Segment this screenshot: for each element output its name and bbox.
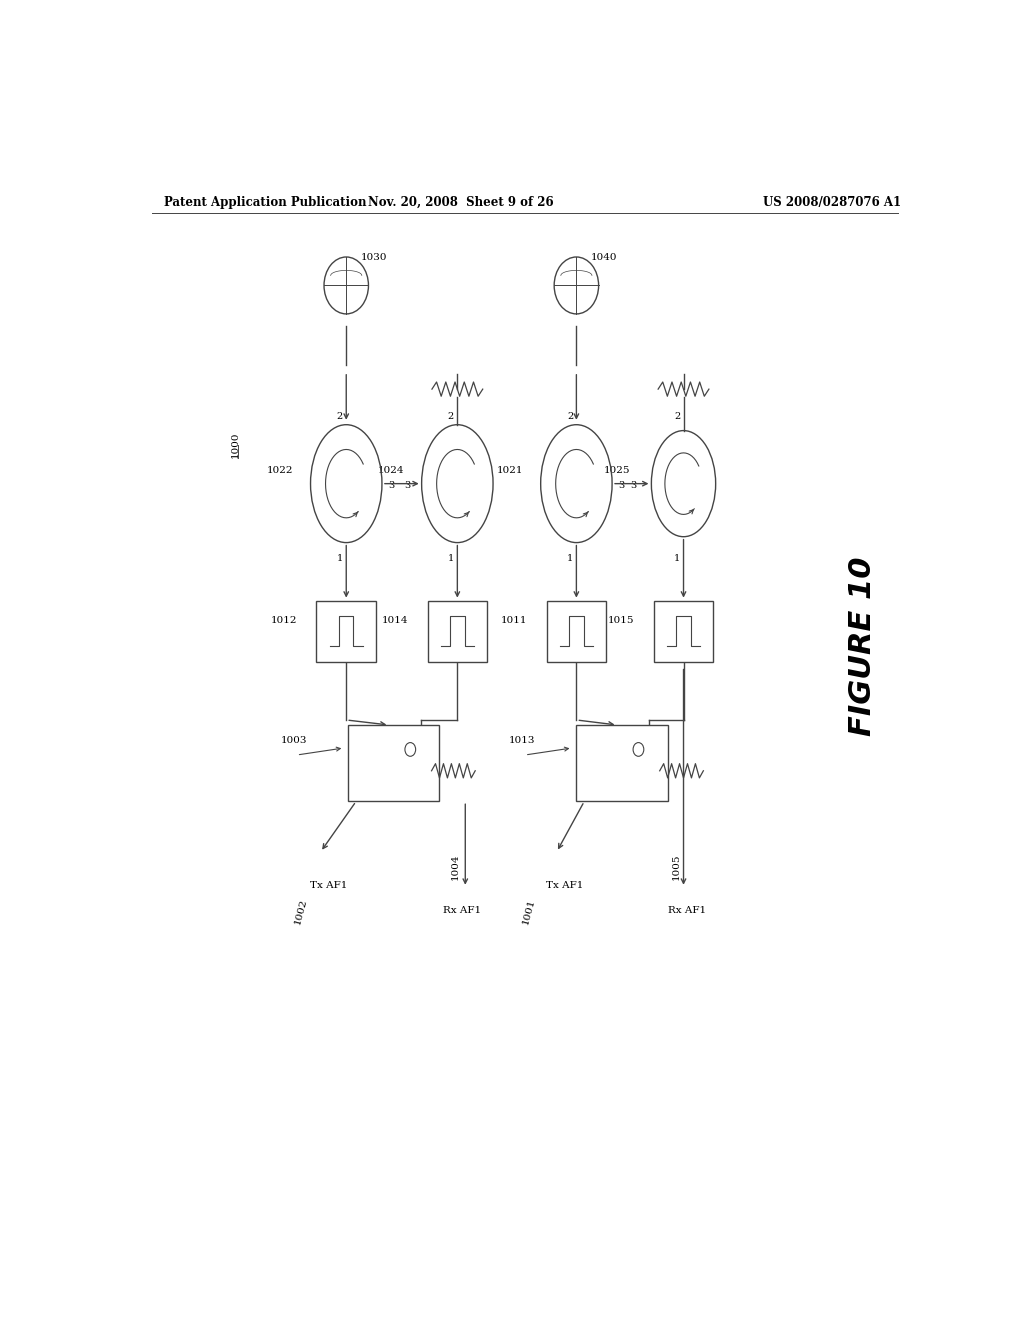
Text: 1012: 1012 — [270, 616, 297, 624]
Text: 1: 1 — [447, 554, 454, 562]
Bar — [348, 725, 439, 801]
Text: 1030: 1030 — [360, 253, 387, 263]
Text: 1022: 1022 — [267, 466, 294, 475]
Text: 2: 2 — [447, 412, 454, 421]
Text: 1004: 1004 — [451, 853, 460, 879]
Text: Patent Application Publication: Patent Application Publication — [164, 195, 367, 209]
Text: 1014: 1014 — [382, 616, 408, 624]
Text: 1000: 1000 — [231, 432, 241, 458]
Text: 1: 1 — [674, 554, 680, 562]
Text: US 2008/0287076 A1: US 2008/0287076 A1 — [763, 195, 901, 209]
Text: 1015: 1015 — [607, 616, 634, 624]
Bar — [547, 601, 606, 661]
Text: FIGURE 10: FIGURE 10 — [848, 557, 877, 737]
Text: 3: 3 — [618, 480, 625, 490]
Text: 1003: 1003 — [281, 735, 307, 744]
Text: 2: 2 — [567, 412, 573, 421]
Text: 1024: 1024 — [378, 466, 404, 475]
Text: Tx AF1: Tx AF1 — [310, 880, 347, 890]
Text: 1001: 1001 — [521, 898, 537, 925]
Bar — [316, 601, 376, 661]
Text: 1: 1 — [337, 554, 343, 562]
Text: 3: 3 — [404, 480, 411, 490]
Bar — [428, 601, 487, 661]
Text: Rx AF1: Rx AF1 — [668, 906, 706, 915]
Bar — [577, 725, 668, 801]
Text: 2: 2 — [674, 412, 680, 421]
Text: 3: 3 — [631, 480, 637, 490]
Text: Nov. 20, 2008  Sheet 9 of 26: Nov. 20, 2008 Sheet 9 of 26 — [369, 195, 554, 209]
Text: 1005: 1005 — [672, 853, 681, 879]
Text: 1: 1 — [567, 554, 573, 562]
Text: 1040: 1040 — [591, 253, 617, 263]
Text: 1011: 1011 — [501, 616, 527, 624]
Text: 1013: 1013 — [509, 735, 536, 744]
Text: 1025: 1025 — [604, 466, 631, 475]
Text: 3: 3 — [388, 480, 394, 490]
Text: 2: 2 — [337, 412, 343, 421]
Bar — [653, 601, 714, 661]
Text: 1002: 1002 — [293, 898, 308, 925]
Text: Tx AF1: Tx AF1 — [546, 880, 584, 890]
Text: Rx AF1: Rx AF1 — [443, 906, 481, 915]
Text: 1021: 1021 — [497, 466, 523, 475]
